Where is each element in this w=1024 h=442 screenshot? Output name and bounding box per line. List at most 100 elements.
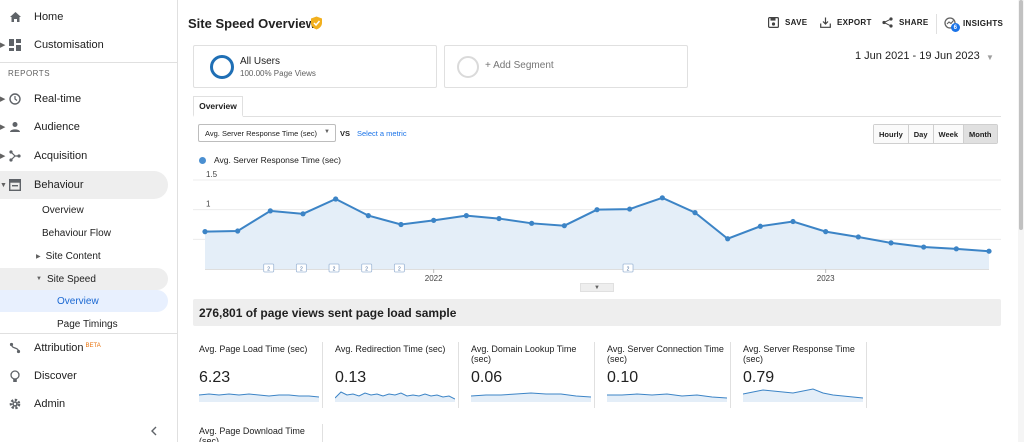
sidebar-subitem-site-speed[interactable]: ▼ Site Speed [36, 268, 96, 290]
tab-underline [193, 116, 1001, 117]
area-fill [205, 197, 989, 269]
export-icon [820, 17, 831, 28]
data-point [823, 229, 829, 235]
annotation-label: 2 [627, 267, 630, 273]
sidebar-item-audience[interactable]: ▶ Audience [0, 113, 168, 141]
sidebar-item-acquisition[interactable]: ▶ Acquisition [0, 142, 168, 170]
save-label: SAVE [785, 18, 808, 27]
chevron-left-icon[interactable] [150, 424, 158, 439]
chevron-down-icon: ▼ [324, 129, 330, 135]
gear-icon [8, 397, 22, 411]
chevron-down-icon[interactable]: ▼ [986, 53, 994, 62]
sidebar-subitem-site-speed-overview[interactable]: Overview [57, 295, 99, 307]
data-point [725, 236, 731, 242]
sidebar-item-label: Site Content [45, 250, 101, 262]
granularity-month[interactable]: Month [964, 125, 997, 143]
sidebar-item-attribution[interactable]: Attribution BETA [0, 334, 168, 362]
annotation-label: 2 [267, 267, 270, 273]
metric-card-redirection[interactable]: Avg. Redirection Time (sec) 0.13 [329, 342, 459, 408]
metric-label: Avg. Page Load Time (sec) [199, 344, 308, 354]
metric-selector-value: Avg. Server Response Time (sec) [205, 128, 317, 138]
scrollbar[interactable] [1018, 0, 1024, 442]
chart-legend: Avg. Server Response Time (sec) [199, 155, 341, 165]
data-point [627, 206, 633, 212]
reports-header: REPORTS [8, 69, 51, 78]
page-title: Site Speed Overview [188, 16, 316, 31]
sidebar-subitem-behaviour-overview[interactable]: Overview [42, 204, 84, 216]
metric-card-page-load[interactable]: Avg. Page Load Time (sec) 6.23 [193, 342, 323, 408]
sidebar-item-home[interactable]: Home [0, 3, 168, 31]
segment-all-users[interactable]: All Users 100.00% Page Views [193, 45, 437, 88]
sidebar-subitem-page-timings[interactable]: Page Timings [57, 318, 118, 330]
sparkline [607, 393, 727, 402]
sidebar: Home ▶ Customisation REPORTS ▶ Real-time… [0, 0, 178, 442]
data-point [235, 228, 241, 234]
metric-value: 6.23 [199, 369, 231, 386]
caret-right-icon: ▶ [0, 124, 6, 131]
tab-overview[interactable]: Overview [193, 96, 243, 117]
sidebar-item-behaviour[interactable]: ▼ Behaviour [0, 171, 168, 199]
caret-right-icon: ▶ [36, 253, 41, 260]
data-point [855, 234, 861, 240]
insights-button[interactable]: 6 INSIGHTS [944, 17, 1003, 32]
legend-label: Avg. Server Response Time (sec) [214, 155, 341, 165]
sidebar-subitem-behaviour-flow[interactable]: Behaviour Flow [42, 227, 111, 239]
insights-count-badge: 6 [951, 23, 960, 32]
data-point [267, 208, 273, 214]
toolbar-divider [936, 14, 937, 34]
behaviour-icon [8, 178, 22, 192]
chart-resize-handle[interactable]: ▼ [580, 283, 614, 292]
sidebar-item-label: Audience [34, 121, 80, 133]
caret-right-icon: ▶ [0, 96, 6, 103]
data-point [790, 218, 796, 225]
data-point [431, 217, 437, 223]
sidebar-item-discover[interactable]: Discover [0, 362, 168, 390]
annotation-marker [328, 263, 340, 273]
verified-badge-icon [311, 16, 322, 30]
annotation-label: 2 [398, 267, 401, 273]
sidebar-item-admin[interactable]: Admin [0, 390, 168, 418]
sidebar-divider [0, 62, 178, 63]
data-point [659, 195, 665, 201]
annotation-marker [622, 263, 634, 273]
sidebar-item-customisation[interactable]: ▶ Customisation [0, 31, 168, 59]
metric-label: Avg. Domain Lookup Time (sec) [471, 344, 577, 364]
add-segment-label: + Add Segment [485, 60, 554, 71]
data-point [921, 244, 927, 250]
sidebar-subitem-site-content[interactable]: ▶ Site Content [36, 245, 101, 267]
export-button[interactable]: EXPORT [820, 17, 872, 28]
annotation-marker [295, 263, 307, 273]
sparkline [471, 392, 591, 402]
granularity-day[interactable]: Day [908, 125, 934, 143]
sparkline [743, 388, 863, 402]
sparkline [199, 393, 319, 402]
metric-card-server-connection[interactable]: Avg. Server Connection Time (sec) 0.10 [601, 342, 731, 408]
metric-card-page-download[interactable]: Avg. Page Download Time (sec) [193, 424, 323, 442]
annotation-marker [361, 263, 373, 273]
empty-ring-icon [457, 56, 479, 78]
metric-label: Avg. Redirection Time (sec) [335, 344, 446, 354]
data-point [757, 223, 763, 229]
add-segment-button[interactable]: + Add Segment [444, 45, 688, 88]
caret-down-icon: ▼ [36, 276, 42, 282]
save-button[interactable]: SAVE [768, 17, 807, 28]
sidebar-item-label: Discover [34, 370, 77, 382]
metric-card-server-response[interactable]: Avg. Server Response Time (sec) 0.79 [737, 342, 867, 408]
sidebar-item-realtime[interactable]: ▶ Real-time [0, 85, 168, 113]
annotation-label: 2 [300, 267, 303, 273]
metric-selector[interactable]: Avg. Server Response Time (sec) ▼ [198, 124, 336, 142]
data-point [986, 248, 992, 254]
granularity-hourly[interactable]: Hourly [874, 125, 909, 143]
scrollbar-thumb[interactable] [1019, 0, 1023, 230]
granularity-week[interactable]: Week [933, 125, 964, 143]
annotation-label: 2 [333, 267, 336, 273]
select-metric-link[interactable]: Select a metric [357, 129, 407, 138]
share-button[interactable]: SHARE [882, 17, 929, 28]
metric-card-domain-lookup[interactable]: Avg. Domain Lookup Time (sec) 0.06 [465, 342, 595, 408]
caret-down-icon: ▼ [0, 181, 7, 189]
x-tick-label: 2022 [425, 274, 443, 283]
date-range-picker[interactable]: 1 Jun 2021 - 19 Jun 2023 [855, 50, 980, 62]
active-background [0, 290, 168, 312]
